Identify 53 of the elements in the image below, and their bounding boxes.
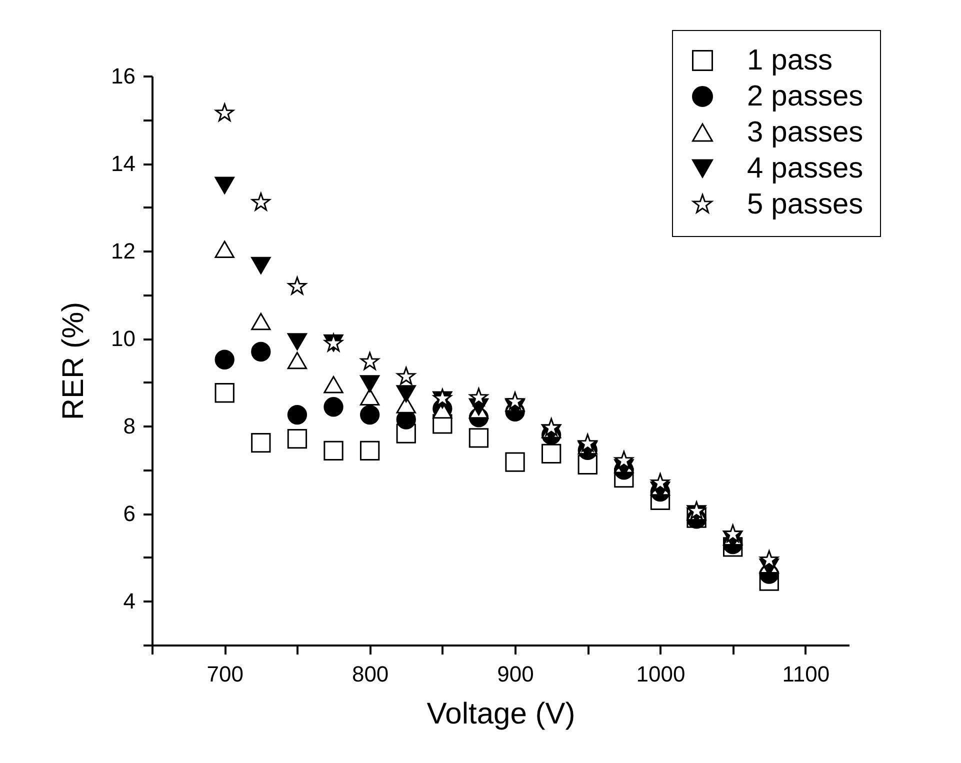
point xyxy=(214,176,234,194)
y-tick-label: 6 xyxy=(123,501,136,526)
point xyxy=(214,240,234,258)
legend-label: 5 passes xyxy=(747,188,864,220)
point xyxy=(287,352,308,370)
point xyxy=(251,432,271,453)
point xyxy=(360,440,380,460)
point xyxy=(287,404,308,425)
point xyxy=(396,385,416,402)
y-tick-label: 8 xyxy=(123,414,136,439)
point xyxy=(760,550,779,568)
point xyxy=(287,429,308,449)
point xyxy=(650,473,670,492)
point xyxy=(468,428,489,448)
legend-label: 4 passes xyxy=(747,152,864,184)
point xyxy=(324,376,344,394)
y-axis-title: RER (%) xyxy=(57,302,90,420)
point xyxy=(288,276,307,295)
x-tick-label: 1100 xyxy=(782,662,830,686)
point xyxy=(324,440,344,460)
point xyxy=(396,366,416,385)
legend-label: 1 pass xyxy=(747,44,832,76)
point xyxy=(287,333,308,350)
point xyxy=(723,524,742,542)
point xyxy=(541,444,562,464)
point xyxy=(360,388,380,406)
point xyxy=(469,388,488,406)
point xyxy=(214,350,234,370)
point xyxy=(578,434,598,452)
x-tick-label: 700 xyxy=(206,662,244,686)
point xyxy=(324,397,344,417)
y-tick-label: 4 xyxy=(123,588,136,614)
point xyxy=(252,192,270,211)
point xyxy=(614,450,634,469)
x-tick-label: 1000 xyxy=(636,662,686,686)
y-tick-label: 14 xyxy=(111,151,136,176)
y-tick-label: 16 xyxy=(111,64,136,88)
point xyxy=(251,312,271,330)
point xyxy=(215,103,234,122)
point xyxy=(360,404,380,425)
legend-label: 3 passes xyxy=(747,116,864,148)
legend-label: 2 passes xyxy=(747,80,864,112)
point xyxy=(251,256,271,274)
y-tick-label: 10 xyxy=(111,326,136,352)
x-axis-title: Voltage (V) xyxy=(426,698,576,730)
point xyxy=(214,383,234,403)
point xyxy=(360,352,380,370)
point xyxy=(251,342,271,362)
y-tick-label: 12 xyxy=(111,238,136,264)
x-tick-label: 800 xyxy=(352,662,389,686)
x-tick-label: 900 xyxy=(497,662,534,686)
point xyxy=(360,375,380,392)
point xyxy=(505,452,525,472)
